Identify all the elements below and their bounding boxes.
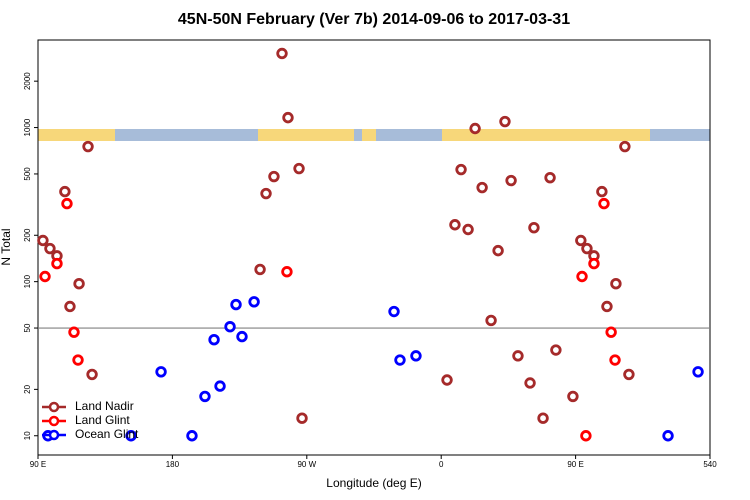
x-tick-label: 90 E — [567, 460, 583, 469]
map-land — [442, 129, 650, 141]
point — [39, 270, 51, 283]
point — [37, 234, 49, 247]
legend-label: Land Nadir — [75, 399, 134, 413]
point — [155, 366, 167, 378]
map-land — [258, 129, 354, 141]
point — [524, 377, 536, 389]
point — [186, 430, 198, 442]
x-tick-label: 540 — [703, 460, 717, 469]
point — [609, 354, 621, 366]
point — [208, 334, 220, 346]
point — [248, 296, 260, 308]
point — [68, 326, 80, 338]
point — [214, 380, 226, 392]
point — [469, 122, 481, 135]
point — [268, 170, 280, 183]
y-tick-label: 10 — [23, 431, 32, 440]
point — [662, 430, 674, 442]
point — [598, 197, 610, 210]
point — [528, 221, 540, 234]
point — [537, 412, 549, 424]
point — [605, 326, 617, 338]
point — [72, 354, 84, 366]
x-tick-label: 90 W — [297, 460, 316, 469]
point — [441, 374, 453, 386]
map-land — [362, 129, 376, 141]
legend-label: Ocean Glint — [75, 427, 139, 441]
point — [505, 174, 517, 187]
point — [254, 263, 266, 276]
point — [296, 412, 308, 424]
point — [485, 314, 497, 327]
point — [581, 242, 593, 255]
y-tick-label: 1000 — [23, 118, 32, 136]
x-tick-label: 0 — [439, 460, 444, 469]
point — [623, 368, 635, 381]
x-tick-label: 90 E — [30, 460, 46, 469]
point — [610, 277, 622, 290]
point — [619, 140, 631, 153]
map-band — [38, 129, 710, 141]
x-tick-label: 180 — [166, 460, 180, 469]
point — [293, 162, 305, 175]
point — [410, 350, 422, 362]
y-tick-label: 500 — [23, 167, 32, 181]
point — [125, 430, 137, 442]
y-tick-label: 2000 — [23, 72, 32, 90]
y-axis-label: N Total — [0, 228, 13, 265]
point — [51, 257, 63, 270]
point — [282, 111, 294, 124]
point — [544, 171, 556, 184]
point — [462, 223, 474, 236]
point — [567, 390, 579, 403]
point — [601, 300, 613, 313]
point — [86, 368, 98, 381]
point — [550, 344, 562, 356]
point — [455, 163, 467, 176]
plot-frame — [37, 39, 711, 456]
x-axis-label: Longitude (deg E) — [326, 476, 421, 490]
legend-marker — [48, 429, 60, 441]
point — [276, 47, 288, 60]
point — [73, 277, 85, 290]
point — [59, 185, 71, 198]
point — [499, 115, 511, 128]
point — [230, 298, 242, 311]
legend-marker — [48, 415, 60, 427]
y-tick-label: 50 — [23, 323, 32, 332]
point — [492, 244, 504, 257]
point — [388, 305, 400, 318]
chart-title: 45N-50N February (Ver 7b) 2014-09-06 to … — [178, 11, 570, 28]
point — [260, 187, 272, 200]
point — [596, 185, 608, 198]
point — [281, 266, 293, 278]
y-tick-label: 100 — [23, 274, 32, 288]
legend-label: Land Glint — [75, 413, 130, 427]
point — [236, 330, 248, 343]
map-land — [38, 129, 115, 141]
point — [64, 300, 76, 313]
point — [576, 270, 588, 283]
legend-marker — [48, 401, 60, 413]
y-tick-label: 200 — [23, 228, 32, 242]
point — [449, 219, 461, 231]
point — [580, 430, 592, 442]
point — [512, 350, 524, 362]
point — [224, 321, 236, 333]
point — [199, 390, 211, 403]
point — [82, 140, 94, 153]
point — [692, 366, 704, 378]
y-tick-label: 20 — [23, 384, 32, 393]
point — [61, 197, 73, 210]
point — [575, 234, 587, 247]
point — [394, 354, 406, 366]
point — [476, 181, 488, 194]
point — [588, 257, 600, 270]
point — [44, 242, 56, 255]
